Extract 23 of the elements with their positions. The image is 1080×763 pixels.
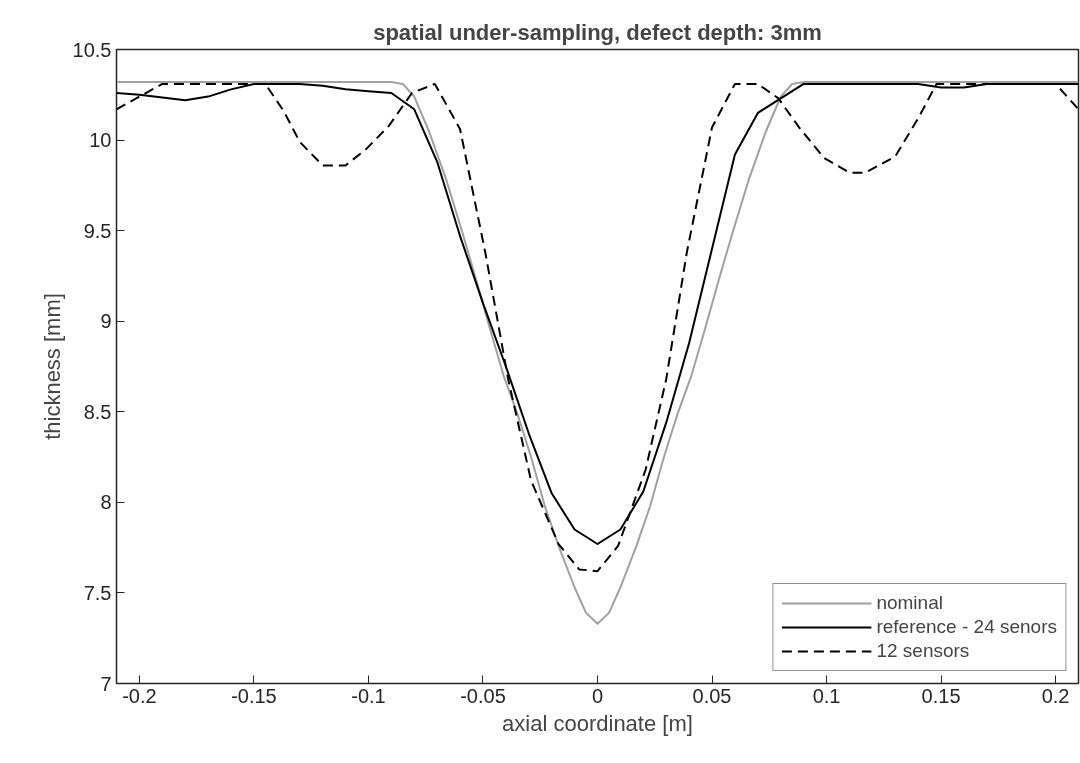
x-tick-label: -0.1	[351, 684, 386, 707]
y-axis-title: thickness [mm]	[39, 293, 65, 440]
y-tick-label: 9	[100, 310, 112, 333]
x-tick-label: 0.05	[692, 684, 732, 707]
chart-title: spatial under-sampling, defect depth: 3mm	[373, 19, 822, 45]
x-tick-label: -0.2	[122, 684, 157, 707]
x-tick-label: -0.15	[231, 684, 277, 707]
x-tick-label: -0.05	[460, 684, 506, 707]
x-tick-label: 0.15	[921, 684, 961, 707]
legend-label: 12 sensors	[876, 640, 970, 662]
x-axis-title: axial coordinate [m]	[502, 710, 693, 736]
y-tick-label: 10.5	[72, 38, 112, 61]
legend-label: reference - 24 senors	[876, 616, 1057, 638]
x-tick-label: 0	[591, 684, 604, 707]
y-tick-label: 7.5	[83, 581, 112, 604]
y-tick-label: 10	[89, 129, 112, 152]
x-tick-label: 0.1	[812, 684, 841, 707]
x-tick-label: 0.2	[1041, 684, 1070, 707]
y-tick-label: 9.5	[83, 219, 112, 242]
y-tick-label: 7	[100, 672, 112, 695]
y-tick-label: 8.5	[83, 400, 112, 423]
y-tick-label: 8	[100, 491, 112, 514]
legend-label: nominal	[876, 592, 943, 614]
